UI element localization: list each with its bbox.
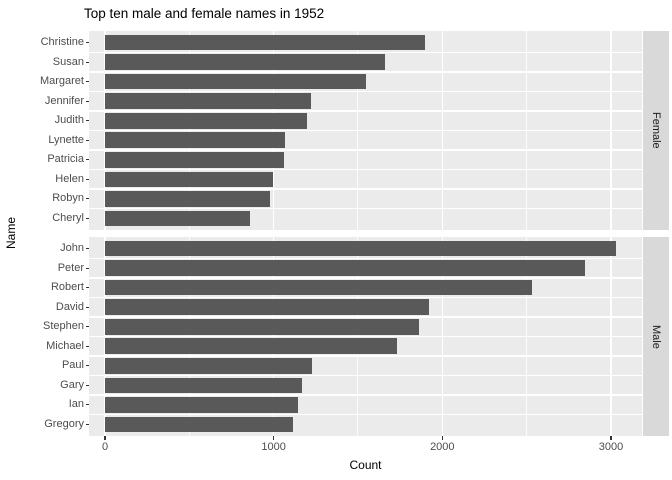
bar-cheryl: [105, 210, 251, 227]
bar-patricia: [105, 152, 284, 168]
y-tick-mark: [85, 384, 89, 386]
y-tick-mark: [85, 217, 89, 220]
bar-lynette: [105, 132, 285, 149]
chart-title: Top ten male and female names in 1952: [84, 6, 325, 21]
y-tick-mark: [85, 287, 89, 289]
row-gridline: [89, 51, 642, 54]
y-tick-mark: [85, 81, 89, 83]
y-tick-label-gregory: Gregory: [44, 417, 84, 430]
x-axis-title: Count: [349, 458, 382, 472]
y-axis-title-container: Name: [3, 31, 18, 436]
y-tick-label-jennifer: Jennifer: [44, 94, 84, 107]
y-tick-mark: [85, 61, 89, 63]
row-gridline: [89, 110, 642, 112]
facet-strip-male: Male: [643, 237, 669, 436]
y-tick-label-christine: Christine: [40, 36, 84, 49]
y-tick-mark: [85, 267, 89, 269]
row-gridline: [89, 316, 642, 318]
row-gridline: [89, 207, 642, 210]
panel-male: [89, 237, 642, 436]
y-tick-label-cheryl: Cheryl: [52, 211, 84, 224]
facet-strip-label: Male: [650, 324, 662, 349]
bar-paul: [105, 358, 312, 374]
bar-christine: [105, 34, 426, 51]
row-gridline: [89, 335, 642, 338]
bar-peter: [105, 260, 585, 276]
bar-john: [105, 240, 617, 257]
y-tick-label-lynette: Lynette: [48, 133, 84, 146]
y-tick-mark: [85, 365, 89, 367]
y-tick-mark: [85, 178, 89, 180]
y-tick-mark: [85, 345, 89, 347]
y-tick-label-ian: Ian: [68, 398, 84, 411]
x-tick-label-0: 0: [101, 441, 109, 453]
facet-strip-female: Female: [643, 31, 669, 230]
bar-judith: [105, 112, 307, 129]
y-tick-mark: [85, 41, 89, 44]
y-tick-label-robyn: Robyn: [52, 192, 84, 205]
bar-stephen: [105, 318, 419, 335]
row-gridline: [89, 374, 642, 377]
bar-michael: [105, 338, 397, 355]
panel-female: [89, 31, 642, 230]
row-gridline: [89, 394, 642, 396]
y-tick-label-michael: Michael: [46, 339, 84, 352]
y-tick-label-peter: Peter: [57, 261, 84, 274]
row-gridline: [89, 277, 642, 279]
row-gridline: [89, 168, 642, 171]
y-tick-mark: [85, 120, 89, 122]
bar-jennifer: [105, 93, 311, 109]
y-tick-label-john: John: [60, 242, 84, 255]
row-gridline: [89, 296, 642, 299]
x-tick-mark: [273, 436, 275, 440]
row-gridline: [89, 71, 642, 73]
row-gridline: [89, 355, 642, 357]
y-tick-mark: [85, 404, 89, 406]
y-tick-label-david: David: [55, 300, 84, 313]
row-gridline: [89, 188, 642, 190]
y-tick-mark: [85, 198, 89, 200]
y-tick-label-helen: Helen: [55, 172, 84, 185]
bar-robyn: [105, 191, 271, 207]
y-tick-label-gary: Gary: [60, 378, 84, 391]
x-tick-label-3000: 3000: [598, 441, 624, 453]
y-tick-label-margaret: Margaret: [39, 75, 84, 88]
row-gridline: [89, 257, 642, 260]
x-tick-mark: [441, 436, 443, 440]
y-tick-mark: [85, 100, 89, 102]
y-tick-label-stephen: Stephen: [43, 320, 84, 333]
bar-robert: [105, 279, 532, 296]
x-tick-label-1000: 1000: [261, 441, 286, 453]
y-tick-label-patricia: Patricia: [47, 153, 84, 166]
facet-strip-label: Female: [650, 112, 662, 149]
bar-helen: [105, 171, 273, 188]
bar-margaret: [105, 73, 367, 90]
bar-susan: [105, 54, 385, 70]
row-gridline: [89, 90, 642, 93]
row-gridline: [89, 413, 642, 416]
row-gridline: [89, 129, 642, 132]
y-tick-mark: [85, 326, 89, 328]
x-tick-mark: [610, 436, 612, 440]
y-tick-label-paul: Paul: [61, 359, 84, 372]
y-tick-mark: [85, 247, 89, 250]
bar-gregory: [105, 416, 294, 433]
bar-david: [105, 299, 429, 315]
bar-gary: [105, 377, 303, 394]
x-tick-label-2000: 2000: [430, 441, 455, 453]
y-tick-mark: [85, 423, 89, 426]
x-tick-mark: [104, 436, 106, 440]
y-tick-label-judith: Judith: [54, 114, 84, 127]
y-tick-mark: [85, 306, 89, 308]
y-tick-label-robert: Robert: [50, 281, 84, 294]
y-tick-mark: [85, 139, 89, 141]
row-gridline: [89, 149, 642, 151]
y-tick-label-susan: Susan: [52, 55, 84, 68]
bar-ian: [105, 397, 299, 413]
y-tick-mark: [85, 159, 89, 161]
